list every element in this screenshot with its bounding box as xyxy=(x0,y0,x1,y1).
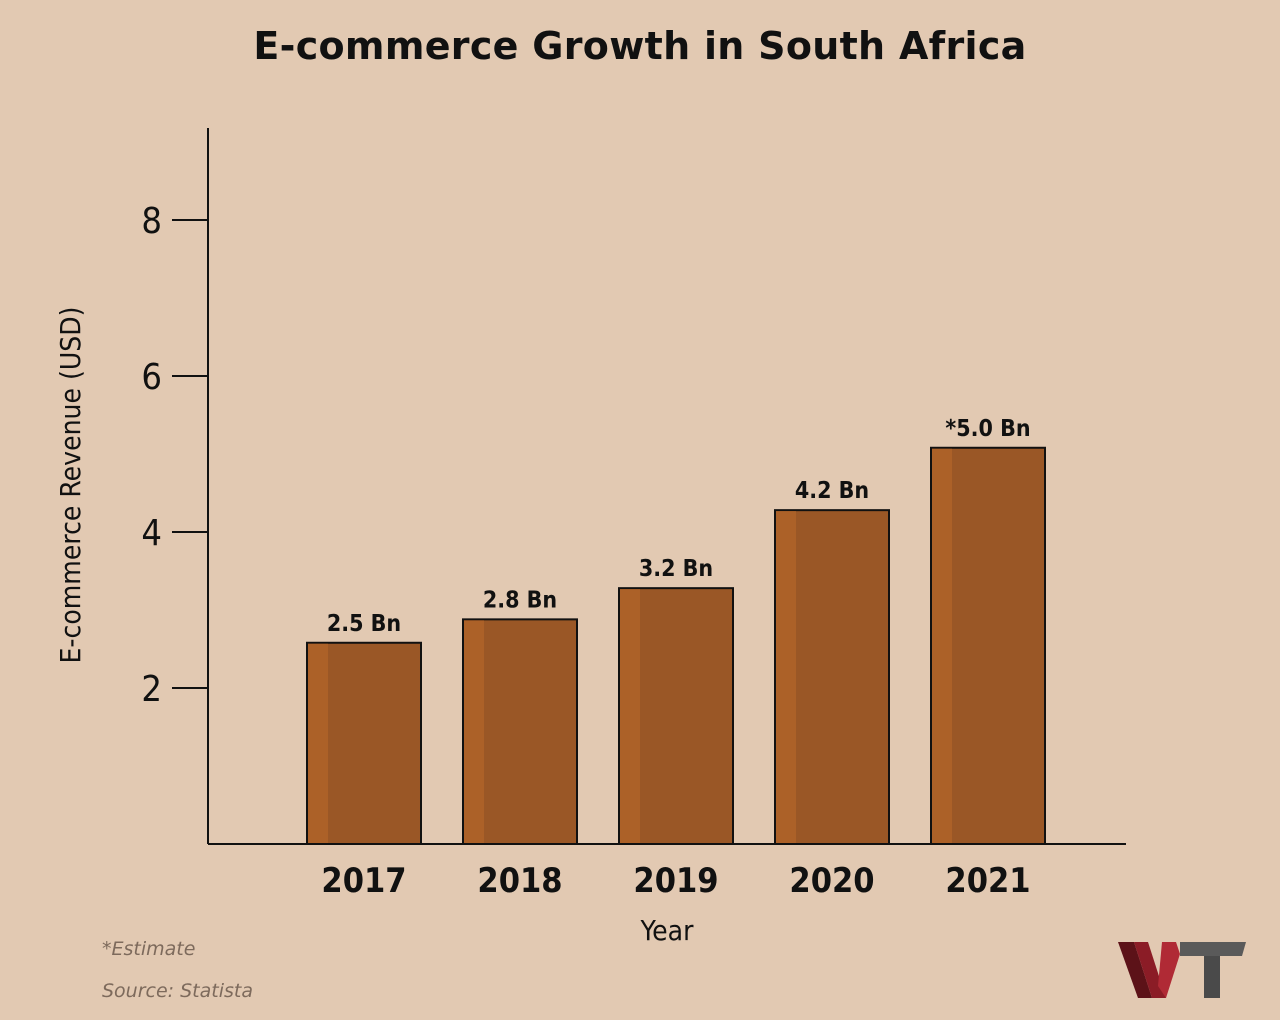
bar-highlight xyxy=(776,511,796,843)
data-label: *5.0 Bn xyxy=(945,416,1030,442)
x-tick-label: 2017 xyxy=(321,861,406,901)
bar-highlight xyxy=(464,620,484,843)
x-tick-label: 2018 xyxy=(477,861,562,901)
wt-logo xyxy=(1118,942,1246,998)
bar-highlight xyxy=(620,589,640,843)
estimate-footnote: *Estimate xyxy=(102,938,196,960)
logo-t-bar xyxy=(1180,942,1246,956)
logo-t-stem xyxy=(1204,956,1220,998)
x-axis-title: Year xyxy=(640,914,695,947)
data-label: 4.2 Bn xyxy=(795,478,869,504)
chart-title: E-commerce Growth in South Africa xyxy=(253,24,1027,68)
bar-highlight xyxy=(932,448,952,843)
x-tick-label: 2020 xyxy=(789,861,874,901)
y-tick-label: 4 xyxy=(141,513,162,554)
logo-w-mid xyxy=(1134,942,1166,998)
labels: 2 4 6 8 2.5 Bn 2017 2.8 Bn 2018 3.2 Bn 2019 4.2 Bn… xyxy=(141,201,1030,901)
y-axis-title: E-commerce Revenue (USD) xyxy=(54,306,87,663)
bars xyxy=(306,446,1046,846)
data-label: 3.2 Bn xyxy=(639,556,713,582)
logo-w-left xyxy=(1118,942,1152,998)
bar-highlight xyxy=(308,643,328,843)
y-tick-label: 6 xyxy=(141,357,162,398)
x-tick-label: 2021 xyxy=(945,861,1030,901)
x-tick-label: 2019 xyxy=(633,861,718,901)
data-label: 2.8 Bn xyxy=(483,587,557,613)
y-tick-label: 8 xyxy=(141,201,162,242)
data-label: 2.5 Bn xyxy=(327,611,401,637)
y-tick-label: 2 xyxy=(141,669,162,710)
logo-w-right xyxy=(1158,942,1180,998)
source-note: Source: Statista xyxy=(102,980,253,1002)
